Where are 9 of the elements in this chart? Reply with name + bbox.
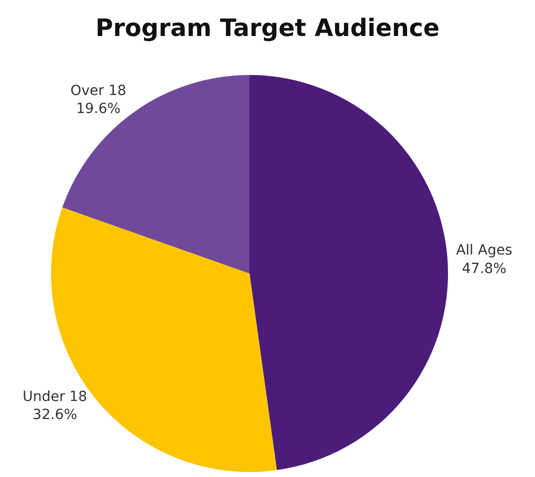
chart-title: Program Target Audience [95,14,440,42]
slice-label: All Ages [456,242,512,259]
data-label: 32.6% [32,407,78,424]
pie-slice [62,75,250,274]
data-label: 47.8% [462,260,506,277]
slice-label: Under 18 [22,388,88,405]
slice-label: Over 18 [70,82,126,99]
data-label: 19.6% [76,101,121,118]
pie-slice [250,75,448,470]
